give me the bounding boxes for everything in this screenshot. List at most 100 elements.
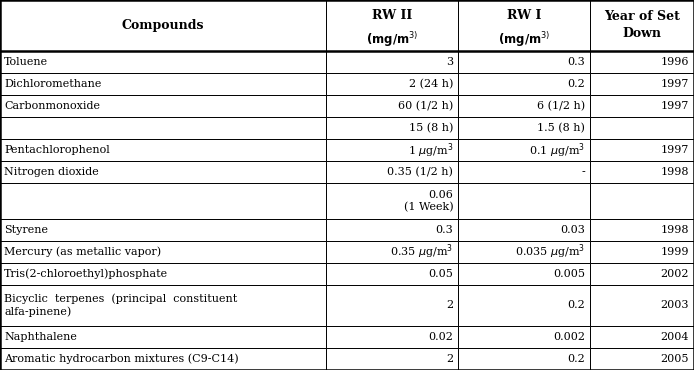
Bar bbox=[458, 285, 590, 326]
Text: RW II: RW II bbox=[372, 9, 412, 21]
Text: Dichloromethane: Dichloromethane bbox=[4, 79, 101, 89]
Text: 0.2: 0.2 bbox=[567, 354, 585, 364]
Text: 2 (24 h): 2 (24 h) bbox=[409, 79, 453, 89]
Text: Mercury (as metallic vapor): Mercury (as metallic vapor) bbox=[4, 246, 161, 257]
Bar bbox=[458, 95, 590, 117]
Bar bbox=[0, 285, 326, 326]
Bar bbox=[0, 0, 326, 51]
Text: Bicyclic  terpenes  (principal  constituent
alfa-pinene): Bicyclic terpenes (principal constituent… bbox=[4, 293, 237, 317]
Text: 2: 2 bbox=[446, 354, 453, 364]
Bar bbox=[590, 184, 694, 219]
Bar bbox=[326, 117, 458, 139]
Text: 1 $\mu$g/m$^3$: 1 $\mu$g/m$^3$ bbox=[407, 141, 453, 159]
Bar bbox=[590, 51, 694, 73]
Text: 0.005: 0.005 bbox=[553, 269, 585, 279]
Text: 6 (1/2 h): 6 (1/2 h) bbox=[537, 101, 585, 111]
Bar bbox=[458, 51, 590, 73]
Text: 0.035 $\mu$g/m$^3$: 0.035 $\mu$g/m$^3$ bbox=[515, 242, 585, 261]
Bar bbox=[326, 51, 458, 73]
Bar bbox=[458, 117, 590, 139]
Text: 2003: 2003 bbox=[661, 300, 689, 310]
Text: Nitrogen dioxide: Nitrogen dioxide bbox=[4, 167, 99, 177]
Text: Naphthalene: Naphthalene bbox=[4, 332, 77, 342]
Bar bbox=[0, 263, 326, 285]
Bar bbox=[0, 219, 326, 241]
Bar bbox=[458, 73, 590, 95]
Bar bbox=[326, 348, 458, 370]
Bar bbox=[326, 241, 458, 263]
Text: 0.1 $\mu$g/m$^3$: 0.1 $\mu$g/m$^3$ bbox=[529, 141, 585, 159]
Text: Year of Set
Down: Year of Set Down bbox=[604, 10, 680, 40]
Text: Aromatic hydrocarbon mixtures (C9-C14): Aromatic hydrocarbon mixtures (C9-C14) bbox=[4, 354, 239, 364]
Bar bbox=[0, 51, 326, 73]
Bar bbox=[458, 348, 590, 370]
Text: 1997: 1997 bbox=[661, 145, 689, 155]
Bar bbox=[590, 241, 694, 263]
Bar bbox=[326, 263, 458, 285]
Bar bbox=[0, 184, 326, 219]
Bar bbox=[458, 0, 590, 51]
Text: 2004: 2004 bbox=[661, 332, 689, 342]
Bar bbox=[326, 95, 458, 117]
Bar bbox=[326, 184, 458, 219]
Text: 2: 2 bbox=[446, 300, 453, 310]
Text: 0.05: 0.05 bbox=[428, 269, 453, 279]
Bar bbox=[590, 73, 694, 95]
Text: Compounds: Compounds bbox=[122, 19, 204, 32]
Bar bbox=[458, 326, 590, 348]
Bar bbox=[458, 184, 590, 219]
Bar bbox=[590, 326, 694, 348]
Bar bbox=[0, 326, 326, 348]
Bar bbox=[0, 95, 326, 117]
Text: 1999: 1999 bbox=[661, 247, 689, 257]
Bar bbox=[326, 0, 458, 51]
Text: (mg/m$^{3)}$: (mg/m$^{3)}$ bbox=[498, 30, 550, 49]
Text: 1998: 1998 bbox=[661, 225, 689, 235]
Bar bbox=[0, 161, 326, 184]
Text: 60 (1/2 h): 60 (1/2 h) bbox=[398, 101, 453, 111]
Bar bbox=[0, 73, 326, 95]
Text: -: - bbox=[582, 167, 585, 177]
Text: Styrene: Styrene bbox=[4, 225, 48, 235]
Bar bbox=[326, 219, 458, 241]
Bar bbox=[326, 73, 458, 95]
Text: 1997: 1997 bbox=[661, 79, 689, 89]
Bar bbox=[590, 263, 694, 285]
Bar bbox=[326, 161, 458, 184]
Text: 0.3: 0.3 bbox=[567, 57, 585, 67]
Text: (mg/m$^{3)}$: (mg/m$^{3)}$ bbox=[366, 30, 418, 49]
Bar bbox=[326, 285, 458, 326]
Bar bbox=[590, 219, 694, 241]
Text: 1997: 1997 bbox=[661, 101, 689, 111]
Text: Toluene: Toluene bbox=[4, 57, 49, 67]
Bar bbox=[0, 117, 326, 139]
Bar bbox=[458, 219, 590, 241]
Text: 0.35 (1/2 h): 0.35 (1/2 h) bbox=[387, 167, 453, 178]
Bar bbox=[590, 139, 694, 161]
Bar bbox=[590, 348, 694, 370]
Text: 0.002: 0.002 bbox=[553, 332, 585, 342]
Text: Carbonmonoxide: Carbonmonoxide bbox=[4, 101, 100, 111]
Text: 1.5 (8 h): 1.5 (8 h) bbox=[537, 123, 585, 133]
Bar bbox=[458, 139, 590, 161]
Text: 0.02: 0.02 bbox=[428, 332, 453, 342]
Text: 0.03: 0.03 bbox=[560, 225, 585, 235]
Text: 0.2: 0.2 bbox=[567, 300, 585, 310]
Text: Tris(2-chloroethyl)phosphate: Tris(2-chloroethyl)phosphate bbox=[4, 269, 168, 279]
Text: 0.3: 0.3 bbox=[435, 225, 453, 235]
Text: RW I: RW I bbox=[507, 9, 541, 21]
Bar bbox=[326, 139, 458, 161]
Text: 1996: 1996 bbox=[661, 57, 689, 67]
Text: 0.06
(1 Week): 0.06 (1 Week) bbox=[403, 189, 453, 212]
Bar bbox=[590, 285, 694, 326]
Bar bbox=[326, 326, 458, 348]
Bar bbox=[590, 161, 694, 184]
Bar bbox=[0, 241, 326, 263]
Bar bbox=[0, 139, 326, 161]
Text: 1998: 1998 bbox=[661, 167, 689, 177]
Bar bbox=[458, 263, 590, 285]
Bar bbox=[458, 161, 590, 184]
Text: 0.2: 0.2 bbox=[567, 79, 585, 89]
Text: 3: 3 bbox=[446, 57, 453, 67]
Bar bbox=[458, 241, 590, 263]
